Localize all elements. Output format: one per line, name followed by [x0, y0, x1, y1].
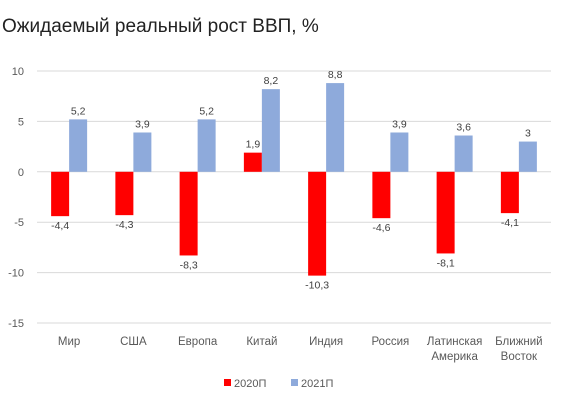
category-label: Ближний — [495, 336, 542, 348]
legend-swatch — [291, 379, 298, 386]
category-label: Восток — [501, 351, 538, 363]
bar — [115, 171, 134, 216]
bar — [372, 171, 391, 219]
y-tick-label: 5 — [18, 116, 24, 128]
data-label: 8,2 — [264, 75, 279, 87]
category-label: Европа — [178, 336, 218, 348]
category-label: Индия — [309, 336, 343, 348]
legend: 2020П 2021П — [224, 378, 333, 390]
data-label: 5,2 — [199, 105, 214, 117]
data-label: 8,8 — [328, 69, 343, 81]
bars — [51, 83, 537, 276]
y-tick-label: -5 — [14, 217, 24, 229]
data-label: 3 — [525, 128, 531, 140]
bar — [518, 141, 537, 172]
bar — [243, 152, 262, 172]
data-labels: -4,4 5,2 -4,3 3,9 -8,3 5,2 1,9 8,2 -10,3 8,8 -4,6 3… — [51, 69, 531, 292]
category-label: США — [120, 336, 147, 348]
data-label: -10,3 — [305, 280, 329, 292]
category-label: Америка — [431, 351, 478, 363]
bar — [500, 171, 519, 214]
data-label: -8,3 — [180, 259, 198, 271]
legend-label: 2021П — [301, 378, 333, 390]
category-label: Китай — [246, 336, 277, 348]
data-label: -4,3 — [115, 219, 133, 231]
y-tick-label: 0 — [18, 167, 24, 179]
bar — [308, 171, 327, 276]
data-label: 3,9 — [135, 118, 150, 130]
y-tick-label: 10 — [12, 66, 24, 78]
bar — [436, 171, 455, 254]
data-label: 3,9 — [392, 118, 407, 130]
chart-title: Ожидаемый реальный рост ВВП, % — [2, 16, 319, 37]
bar — [133, 132, 152, 172]
bar — [197, 119, 216, 172]
bar — [179, 171, 198, 256]
data-label: 3,6 — [456, 122, 471, 134]
gridlines — [37, 70, 551, 324]
category-label: Мир — [58, 336, 80, 348]
legend-label: 2020П — [234, 378, 266, 390]
data-label: -8,1 — [437, 257, 455, 269]
data-label: -4,6 — [372, 222, 390, 234]
bar — [390, 132, 409, 172]
legend-swatch — [224, 379, 231, 386]
y-axis-ticks: 10 5 0 -5 -10 -15 — [8, 66, 24, 330]
bar — [69, 119, 88, 172]
data-label: 1,9 — [246, 139, 261, 151]
category-labels: Мир США Европа Китай Индия Россия Латинская Аме… — [58, 336, 543, 363]
category-label: Латинская — [427, 336, 482, 348]
data-label: 5,2 — [71, 105, 86, 117]
bar — [261, 89, 280, 172]
data-label: -4,4 — [51, 220, 69, 232]
bar — [326, 83, 345, 172]
y-tick-label: -10 — [8, 268, 24, 280]
y-tick-label: -15 — [8, 318, 24, 330]
bar — [454, 135, 473, 172]
category-label: Россия — [372, 336, 410, 348]
data-label: -4,1 — [501, 217, 519, 229]
bar — [51, 171, 70, 217]
